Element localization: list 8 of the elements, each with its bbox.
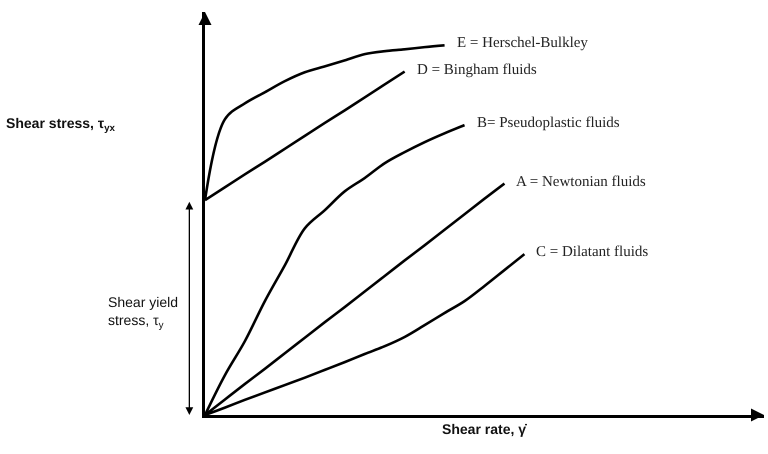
series-label: C = Dilatant fluids <box>536 244 648 260</box>
series-label: E = Herschel-Bulkley <box>457 35 588 51</box>
series-label: A = Newtonian fluids <box>516 174 646 190</box>
series-label: B= Pseudoplastic fluids <box>477 115 620 131</box>
text: Shear stress, τ$_{yx}$ <box>6 115 116 134</box>
x-axis-title: Shear rate, γ̇ <box>442 421 528 437</box>
series-label: D = Bingham fluids <box>417 62 537 78</box>
text: Shear yield stress, τ$_{y}$ <box>108 294 178 332</box>
